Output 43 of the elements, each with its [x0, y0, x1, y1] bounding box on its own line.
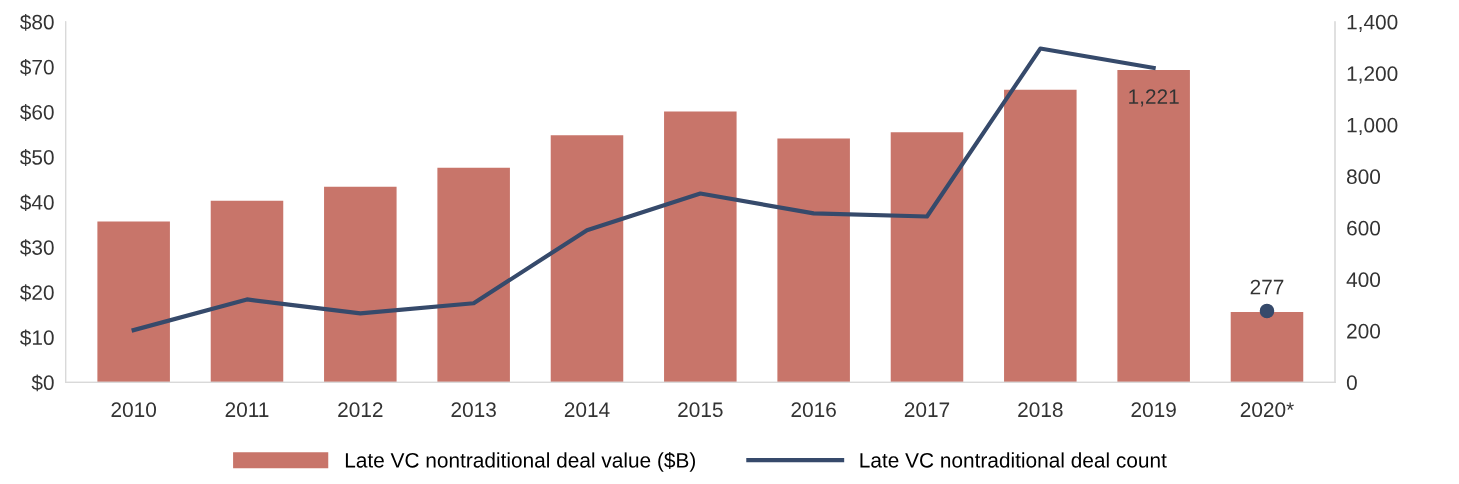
y-tick-label: $80 — [20, 13, 54, 31]
bar — [210, 200, 284, 383]
y2-tick-label: 800 — [1347, 169, 1381, 185]
y-tick-label: $0 — [31, 374, 54, 392]
bar — [97, 221, 170, 383]
bar — [550, 135, 624, 383]
x-tick-label: 2017 — [904, 402, 950, 418]
x-tick-label: 2018 — [1018, 402, 1063, 418]
y2-tick-label: 0 — [1346, 375, 1357, 391]
bar — [437, 167, 510, 383]
x-tick-label: 2015 — [678, 402, 723, 418]
y-tick-label: $70 — [20, 58, 54, 76]
x-tick-label: 2013 — [451, 402, 496, 418]
x-tick-label: 2019 — [1131, 402, 1176, 418]
y2-tick-label: 200 — [1347, 323, 1381, 339]
bar — [1004, 89, 1077, 383]
y-tick-label: $50 — [20, 149, 54, 166]
x-tick-label: 2020* — [1240, 402, 1294, 418]
x-tick-label: 2011 — [225, 402, 269, 418]
y2-tick-label: 1,200 — [1347, 66, 1398, 84]
bar — [324, 186, 397, 383]
y-tick-label: $10 — [20, 329, 54, 347]
y2-tick-label: 400 — [1346, 272, 1381, 288]
y-tick-label: $30 — [20, 239, 54, 257]
bar — [1230, 312, 1304, 383]
bar — [1117, 70, 1190, 383]
legend-label: Late VC nontraditional deal count — [860, 452, 1167, 468]
x-tick-label: 2012 — [338, 402, 383, 418]
bar — [890, 132, 964, 383]
x-tick-label: 2010 — [111, 402, 157, 418]
y2-tick-label: 1,000 — [1347, 117, 1398, 136]
y-tick-label: $20 — [20, 284, 54, 302]
y2-tick-label: 600 — [1347, 220, 1381, 236]
x-tick-label: 2016 — [791, 402, 836, 418]
data-label: 1,221 — [1129, 89, 1179, 107]
legend-label: Late VC nontraditional deal value ($B) — [345, 452, 695, 472]
y-tick-label: $40 — [20, 194, 54, 212]
bar — [664, 111, 737, 383]
x-tick-label: 2014 — [564, 402, 610, 418]
data-label: 277 — [1250, 279, 1284, 295]
y-tick-label: $60 — [20, 104, 54, 121]
bar — [777, 138, 850, 383]
y2-tick-label: 1,400 — [1347, 14, 1398, 32]
